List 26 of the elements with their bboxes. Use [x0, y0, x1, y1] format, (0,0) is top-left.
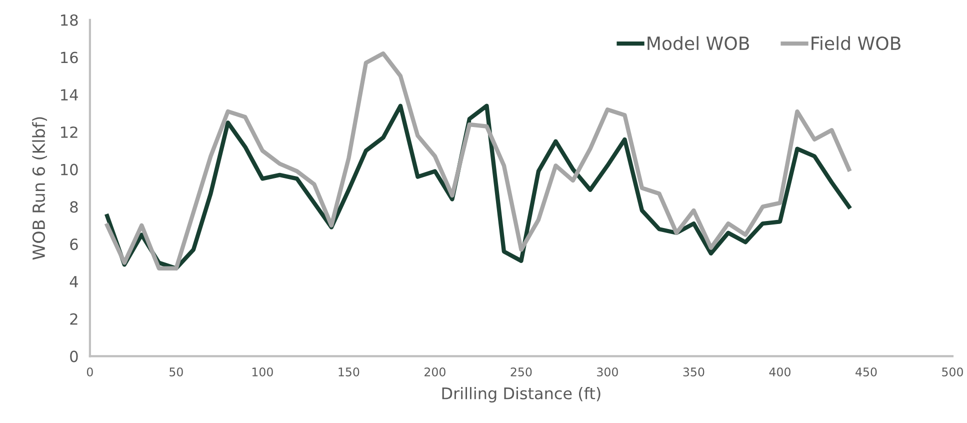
x-tick-label: 400: [769, 367, 790, 376]
x-tick-label: 350: [683, 367, 704, 376]
y-tick-label: 12: [61, 126, 78, 138]
y-tick-label: 6: [70, 238, 78, 250]
y-tick-label: 10: [61, 164, 78, 176]
y-axis-title: WOB Run 6 (Klbf): [32, 117, 47, 260]
x-tick-label: 250: [510, 367, 532, 376]
x-tick-label: 500: [942, 367, 963, 376]
legend-label: Field WOB: [812, 36, 900, 50]
y-tick-label: 2: [70, 313, 78, 325]
y-tick-label: 4: [70, 276, 78, 288]
y-tick-label: 0: [70, 350, 78, 362]
x-tick-label: 0: [86, 367, 93, 376]
x-tick-label: 50: [170, 367, 183, 376]
x-tick-label: 450: [856, 367, 877, 376]
x-tick-label: 100: [252, 367, 273, 376]
x-tick-label: 200: [424, 367, 446, 376]
x-tick-label: 300: [597, 367, 618, 376]
x-axis-title: Drilling Distance (ft): [442, 387, 600, 402]
line-series: [105, 51, 852, 270]
x-tick-label: 150: [338, 367, 360, 376]
y-tick-label: 18: [61, 14, 78, 26]
y-tick-label: 8: [70, 201, 78, 213]
legend-label: Model WOB: [648, 36, 750, 50]
y-tick-label: 14: [61, 89, 78, 100]
y-tick-label: 16: [61, 52, 78, 64]
